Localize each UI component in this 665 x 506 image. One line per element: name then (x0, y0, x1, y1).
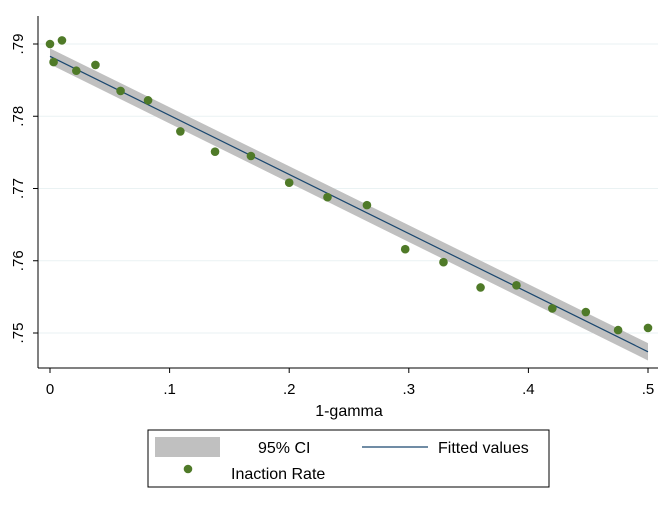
data-point-7 (176, 127, 185, 136)
y-tick-label-4: .79 (10, 34, 27, 55)
data-point-2 (57, 36, 67, 45)
legend-inaction-label: Inaction Rate (231, 466, 325, 483)
data-point-15 (476, 283, 485, 292)
data-point-0 (45, 39, 55, 49)
data-point-11 (323, 192, 332, 202)
legend: 95% CI Fitted values Inaction Rate (147, 429, 550, 488)
data-point-6 (143, 96, 153, 105)
data-point-14 (439, 257, 448, 267)
y-tick-label-1: .76 (10, 250, 27, 271)
x-tick-label-3: .3 (403, 381, 416, 398)
data-point-16 (512, 281, 521, 290)
x-tick-label-5: .5 (642, 381, 655, 398)
legend-inaction-marker (183, 464, 193, 474)
legend-ci-swatch (155, 437, 220, 457)
legend-ci-label: 95% CI (258, 440, 310, 457)
fitted-line (49, 55, 649, 353)
legend-fitted-label: Fitted values (438, 440, 529, 457)
data-point-3 (72, 66, 81, 76)
data-point-20 (643, 323, 653, 333)
x-tick-label-1: .1 (163, 381, 176, 398)
x-tick-label-2: .2 (283, 381, 296, 398)
gridlines (38, 43, 658, 334)
data-point-13 (400, 244, 410, 254)
axes: .75 .76 .77 .78 .79 0 .1 .2 .3 .4 .5 (10, 16, 658, 398)
data-point-1 (49, 57, 58, 67)
scatter-points-layer (45, 36, 653, 335)
x-tick-label-0: 0 (46, 381, 54, 398)
y-tick-label-0: .75 (10, 323, 27, 344)
x-axis-title: 1-gamma (315, 403, 383, 420)
data-point-12 (362, 200, 372, 210)
y-tick-label-3: .78 (10, 106, 27, 127)
data-point-17 (548, 304, 557, 313)
data-point-4 (91, 60, 100, 70)
fitted-line-layer (49, 55, 649, 353)
data-point-8 (210, 147, 220, 156)
data-point-10 (284, 178, 294, 188)
data-point-19 (613, 325, 623, 335)
data-point-9 (246, 151, 256, 161)
data-point-5 (116, 86, 125, 96)
y-tick-label-2: .77 (10, 178, 27, 199)
x-tick-label-4: .4 (522, 381, 535, 398)
data-point-18 (581, 307, 591, 317)
